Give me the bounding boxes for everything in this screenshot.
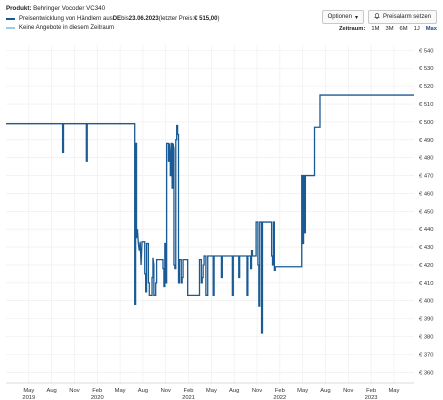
x-tick-month: Aug xyxy=(229,388,239,394)
x-tick-month: May xyxy=(115,388,126,394)
x-tick-month: May xyxy=(23,388,34,394)
zoom-6m[interactable]: 6M xyxy=(399,26,408,32)
legend-text: (letzter Preis: xyxy=(158,16,195,22)
x-tick-month: Aug xyxy=(138,388,148,394)
x-tick-month: May xyxy=(206,388,217,394)
legend-swatch-price xyxy=(6,18,15,21)
chevron-down-icon: ▾ xyxy=(354,14,358,21)
y-tick-label: € 470 xyxy=(419,174,434,180)
x-tick-month: Nov xyxy=(161,388,171,394)
toolbar: Optionen ▾ Preisalarm setzen xyxy=(321,10,437,24)
zoom-max[interactable]: Max xyxy=(425,26,437,32)
product-label: Produkt: xyxy=(6,5,32,12)
x-tick-month: Nov xyxy=(252,388,262,394)
x-tick-year: 2022 xyxy=(273,395,286,400)
product-header: Produkt: Behringer Vocoder VC340 xyxy=(6,5,105,12)
product-name: Behringer Vocoder VC340 xyxy=(33,5,106,12)
y-tick-label: € 450 xyxy=(419,209,434,215)
x-tick-month: Aug xyxy=(320,388,330,394)
x-tick-year: 2021 xyxy=(182,395,195,400)
bell-icon xyxy=(374,13,380,21)
y-tick-label: € 530 xyxy=(419,66,434,72)
x-tick-year: 2020 xyxy=(91,395,104,400)
x-tick-month: May xyxy=(297,388,308,394)
x-tick-month: Feb xyxy=(366,388,376,394)
y-tick-label: € 520 xyxy=(419,84,434,90)
legend-text: Keine Angebote in diesem Zeitraum xyxy=(19,24,115,31)
legend: Preisentwicklung von Händlern aus DE bis… xyxy=(6,15,219,32)
y-tick-label: € 430 xyxy=(419,245,434,251)
legend-text: Preisentwicklung von Händlern aus xyxy=(19,16,113,22)
x-tick-month: Nov xyxy=(69,388,79,394)
options-label: Optionen xyxy=(327,14,352,20)
x-tick-month: Feb xyxy=(92,388,102,394)
y-tick-label: € 490 xyxy=(419,138,434,144)
y-tick-label: € 380 xyxy=(419,335,434,341)
y-tick-label: € 540 xyxy=(419,48,434,54)
legend-swatch-no-offers xyxy=(6,26,15,29)
y-tick-label: € 440 xyxy=(419,227,434,233)
legend-item-no-offers[interactable]: Keine Angebote in diesem Zeitraum xyxy=(6,24,219,33)
x-tick-month: May xyxy=(388,388,399,394)
y-tick-label: € 390 xyxy=(419,317,434,323)
y-tick-label: € 420 xyxy=(419,263,434,269)
legend-text: bis xyxy=(121,16,129,22)
price-alarm-label: Preisalarm setzen xyxy=(382,14,431,20)
legend-text: ) xyxy=(217,16,220,22)
zoom-1m[interactable]: 1M xyxy=(371,26,380,32)
zoom-label: Zeitraum: xyxy=(338,26,366,32)
y-tick-label: € 480 xyxy=(419,156,434,162)
y-tick-label: € 510 xyxy=(419,102,434,108)
price-alarm-button[interactable]: Preisalarm setzen xyxy=(367,10,437,24)
x-tick-month: Feb xyxy=(275,388,285,394)
zoom-3m[interactable]: 3M xyxy=(385,26,394,32)
x-tick-year: 2019 xyxy=(22,395,35,400)
x-tick-year: 2023 xyxy=(365,395,378,400)
y-tick-label: € 460 xyxy=(419,191,434,197)
x-tick-month: Aug xyxy=(46,388,56,394)
x-tick-month: Nov xyxy=(343,388,353,394)
options-button[interactable]: Optionen ▾ xyxy=(321,10,364,24)
legend-item-price[interactable]: Preisentwicklung von Händlern aus DE bis… xyxy=(6,15,219,24)
price-series-line xyxy=(6,94,414,334)
legend-price: € 515,00 xyxy=(194,16,218,22)
legend-country: DE xyxy=(112,16,122,22)
y-tick-label: € 410 xyxy=(419,281,434,287)
zoom-selector: Zeitraum: 1M 3M 6M 1J Max xyxy=(339,26,437,32)
zoom-1y[interactable]: 1J xyxy=(413,26,420,32)
y-tick-label: € 500 xyxy=(419,120,434,126)
y-tick-label: € 370 xyxy=(419,352,434,358)
legend-date: 23.06.2023 xyxy=(128,16,159,22)
y-tick-label: € 360 xyxy=(419,370,434,376)
y-tick-label: € 400 xyxy=(419,299,434,305)
x-tick-month: Feb xyxy=(184,388,194,394)
